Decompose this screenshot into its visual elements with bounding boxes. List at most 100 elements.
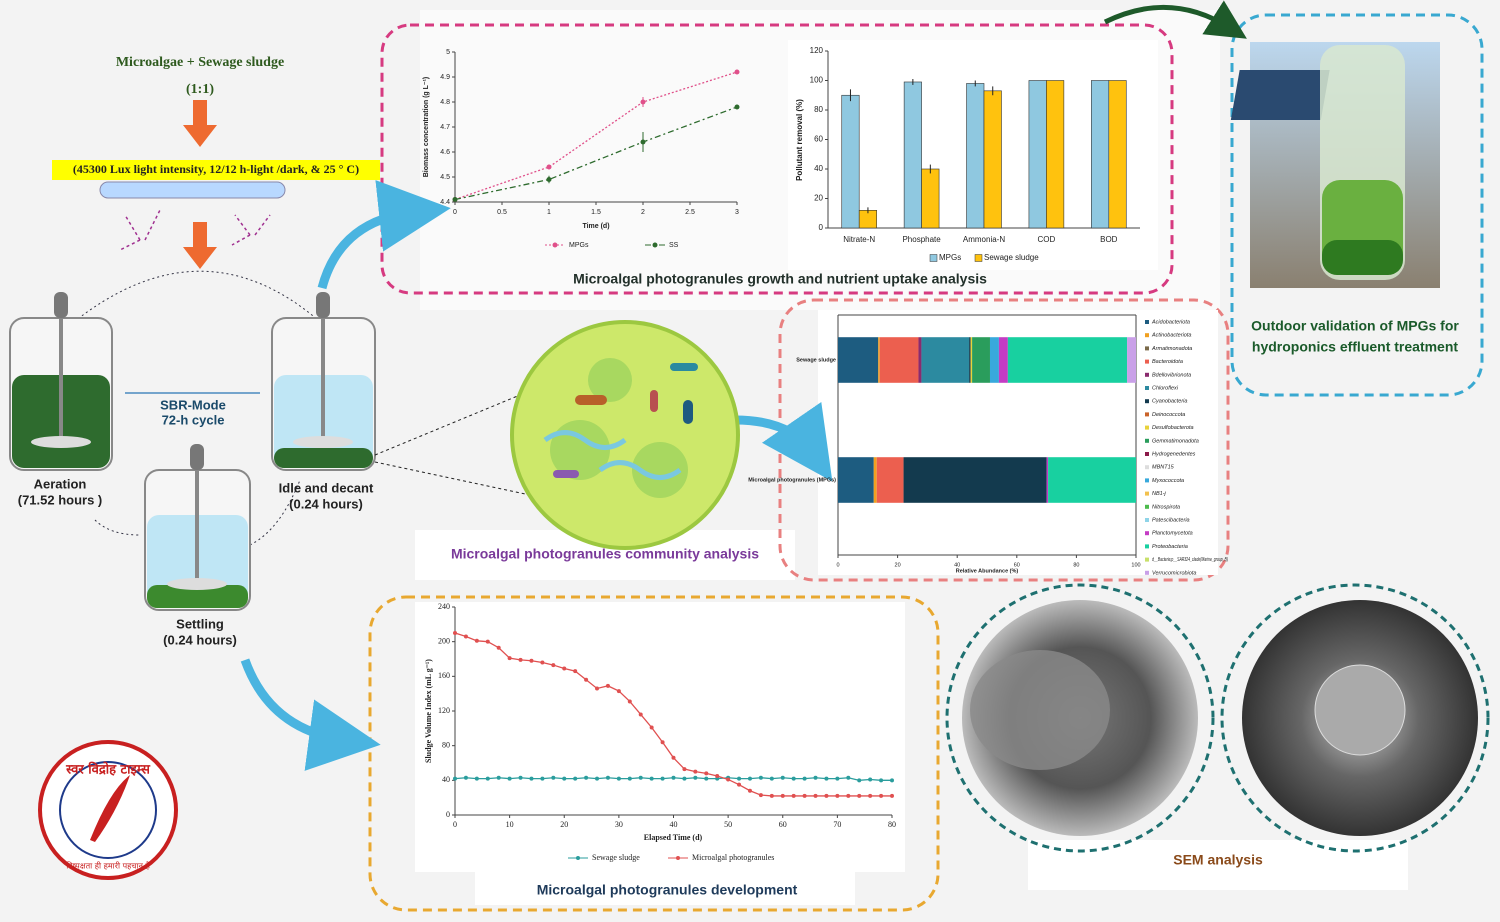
data-point [638, 712, 643, 717]
x-tick-label: Ammonia-N [963, 235, 1005, 244]
x-tick-label: 1 [547, 209, 551, 216]
data-point [529, 776, 534, 781]
y-tick-label: 4.8 [440, 99, 450, 106]
legend-label: Chloroflexi [1152, 385, 1179, 391]
bar-segment [921, 337, 970, 383]
data-point [453, 776, 457, 781]
flow-arrow [1103, 0, 1247, 39]
bar [841, 94, 860, 229]
data-point [780, 793, 785, 798]
data-point [540, 660, 545, 665]
bar [903, 81, 922, 229]
data-point [734, 104, 740, 110]
y-tick-label: 160 [438, 671, 450, 680]
legend-label: MPGs [939, 253, 961, 262]
y-tick-label: 240 [438, 602, 450, 611]
legend-label: Desulfobacterota [1152, 425, 1194, 431]
cycle-arrow [69, 270, 319, 326]
flow-arrow [734, 401, 833, 482]
data-point [682, 767, 687, 772]
y-tick-label: 4.9 [440, 74, 450, 81]
bar-segment [876, 457, 904, 503]
reactor [9, 292, 113, 471]
y-tick-label: 0 [819, 223, 824, 232]
granule-illustration [510, 320, 740, 550]
data-point [802, 776, 807, 781]
data-point [846, 775, 851, 780]
stage-duration: (71.52 hours ) [18, 492, 103, 507]
data-point [846, 793, 851, 798]
data-point [879, 778, 884, 783]
legend-swatch [1145, 491, 1149, 496]
logo-name: स्वर विद्रोह टाइम्स [65, 762, 151, 778]
caption: Outdoor validation of MPGs for [1251, 318, 1459, 334]
x-tick-label: 80 [888, 820, 896, 829]
legend-label: NB1-j [1152, 491, 1167, 497]
bar-segment [873, 457, 877, 503]
legend-swatch [929, 254, 938, 262]
bar-segment [838, 457, 874, 503]
data-point [769, 793, 774, 798]
x-tick-label: 20 [895, 562, 901, 568]
legend-swatch [1145, 320, 1149, 324]
legend-swatch [1145, 531, 1149, 536]
bar-segment [838, 337, 879, 383]
bar-segment [878, 337, 880, 383]
legend-swatch [652, 242, 658, 248]
bar-segment [972, 337, 990, 383]
y-tick-label: 120 [810, 46, 824, 55]
data-point [835, 776, 840, 781]
legend-label: Myxococcota [1152, 478, 1184, 484]
sem-border [945, 583, 1215, 853]
legend-label: Planctomycetota [1152, 531, 1193, 537]
x-tick-label: 80 [1073, 562, 1079, 568]
data-point [573, 669, 578, 674]
legend-swatch [1145, 359, 1149, 364]
series-line [454, 106, 738, 201]
data-point [640, 99, 646, 105]
legend-swatch [1145, 399, 1149, 404]
data-point [496, 645, 501, 650]
legend-swatch [974, 254, 983, 262]
y-tick-label: 40 [442, 775, 450, 784]
data-point [813, 775, 818, 780]
logo-motto: निष्पक्षता ही हमारी पहचान है [66, 861, 150, 871]
caption: Microalgal photogranules development [537, 882, 798, 898]
data-point [616, 776, 621, 781]
legend-swatch [1145, 465, 1149, 470]
panel-border [380, 23, 1174, 295]
data-point [595, 776, 600, 781]
reactor [144, 444, 251, 611]
data-point [638, 775, 643, 780]
data-point [540, 776, 545, 781]
data-point [518, 775, 523, 780]
data-point [813, 793, 818, 798]
legend-label: Verrucomicrobiota [1152, 570, 1196, 576]
y-tick-label: Microalgal photogranules (MPGs) [748, 477, 836, 483]
stage-duration: (0.24 hours) [163, 632, 237, 647]
bar [1108, 80, 1127, 229]
y-axis-title: Pollutant removal (%) [795, 99, 804, 181]
data-point [562, 666, 567, 671]
data-point [584, 677, 589, 682]
y-tick-label: 80 [442, 740, 450, 749]
legend-swatch [1145, 386, 1149, 390]
cycle-label: SBR-Mode [160, 397, 226, 412]
bar [921, 168, 940, 229]
data-point [463, 775, 468, 780]
reactor [271, 292, 376, 471]
legend-label: Proteobacteria [1152, 544, 1188, 550]
y-tick-label: 40 [814, 164, 823, 173]
x-axis-title: Time (d) [582, 223, 609, 230]
stage-label: Aeration [34, 476, 87, 491]
legend-label: SS [669, 242, 679, 249]
data-point [616, 689, 621, 694]
legend-label: Sewage sludge [984, 253, 1039, 262]
flow-arrow [240, 658, 381, 771]
x-tick-label: 60 [779, 820, 787, 829]
data-point [791, 793, 796, 798]
data-point [605, 683, 610, 688]
caption: Microalgal photogranules growth and nutr… [573, 271, 987, 287]
bar-segment [1046, 457, 1049, 503]
data-point [627, 776, 632, 781]
